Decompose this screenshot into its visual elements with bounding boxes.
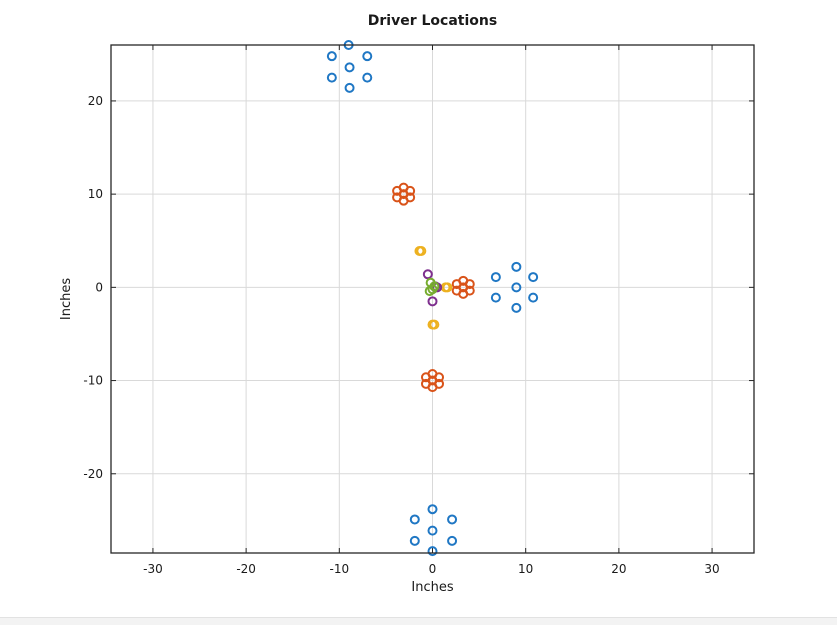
driver-point	[398, 195, 409, 206]
driver-point	[427, 375, 438, 386]
x-tick-label: -10	[330, 562, 350, 576]
axes-frame	[110, 44, 755, 554]
driver-point	[427, 296, 438, 307]
driver-point	[490, 292, 501, 303]
x-axis-label: Inches	[411, 580, 453, 595]
driver-point	[447, 514, 458, 525]
driver-point	[409, 514, 420, 525]
driver-point	[326, 51, 337, 62]
driver-point	[398, 189, 409, 200]
driver-point	[344, 62, 355, 73]
y-tick-label: 10	[88, 187, 103, 201]
y-tick-label: 0	[95, 280, 103, 294]
x-tick-label: -30	[143, 562, 163, 576]
y-tick-label: -10	[83, 374, 103, 388]
x-tick-label: -20	[236, 562, 256, 576]
driver-point	[490, 272, 501, 283]
driver-point	[511, 261, 522, 272]
driver-point	[427, 504, 438, 515]
driver-point	[447, 535, 458, 546]
driver-point	[458, 282, 469, 293]
driver-point	[429, 281, 440, 292]
driver-point	[511, 282, 522, 293]
y-tick-label: -20	[83, 467, 103, 481]
tick-layer: -30 -20 -10 0 10 20 30 -20 -10 0 10 20	[83, 45, 754, 576]
driver-point	[427, 382, 438, 393]
driver-point	[458, 288, 469, 299]
driver-point	[326, 72, 337, 83]
driver-point	[427, 525, 438, 536]
x-tick-label: 0	[429, 562, 437, 576]
marker-layer	[326, 40, 539, 557]
grid-layer	[111, 45, 754, 553]
driver-point	[362, 72, 373, 83]
y-axis-label: Inches	[59, 278, 74, 320]
x-tick-label: 30	[704, 562, 719, 576]
driver-point	[528, 292, 539, 303]
driver-point	[511, 302, 522, 313]
x-tick-label: 20	[611, 562, 626, 576]
driver-point	[427, 546, 438, 557]
driver-series-5	[424, 277, 440, 297]
driver-point	[422, 269, 433, 280]
driver-point	[429, 319, 440, 330]
y-tick-label: 20	[88, 94, 103, 108]
driver-point	[442, 282, 453, 293]
driver-series-1	[326, 40, 539, 557]
x-tick-label: 10	[518, 562, 533, 576]
bottom-strip	[0, 617, 837, 625]
chart-title: Driver Locations	[368, 13, 497, 29]
driver-point	[344, 82, 355, 93]
driver-point	[528, 272, 539, 283]
driver-point	[362, 51, 373, 62]
driver-series-2	[392, 182, 475, 393]
driver-point	[414, 245, 425, 256]
driver-point	[409, 535, 420, 546]
